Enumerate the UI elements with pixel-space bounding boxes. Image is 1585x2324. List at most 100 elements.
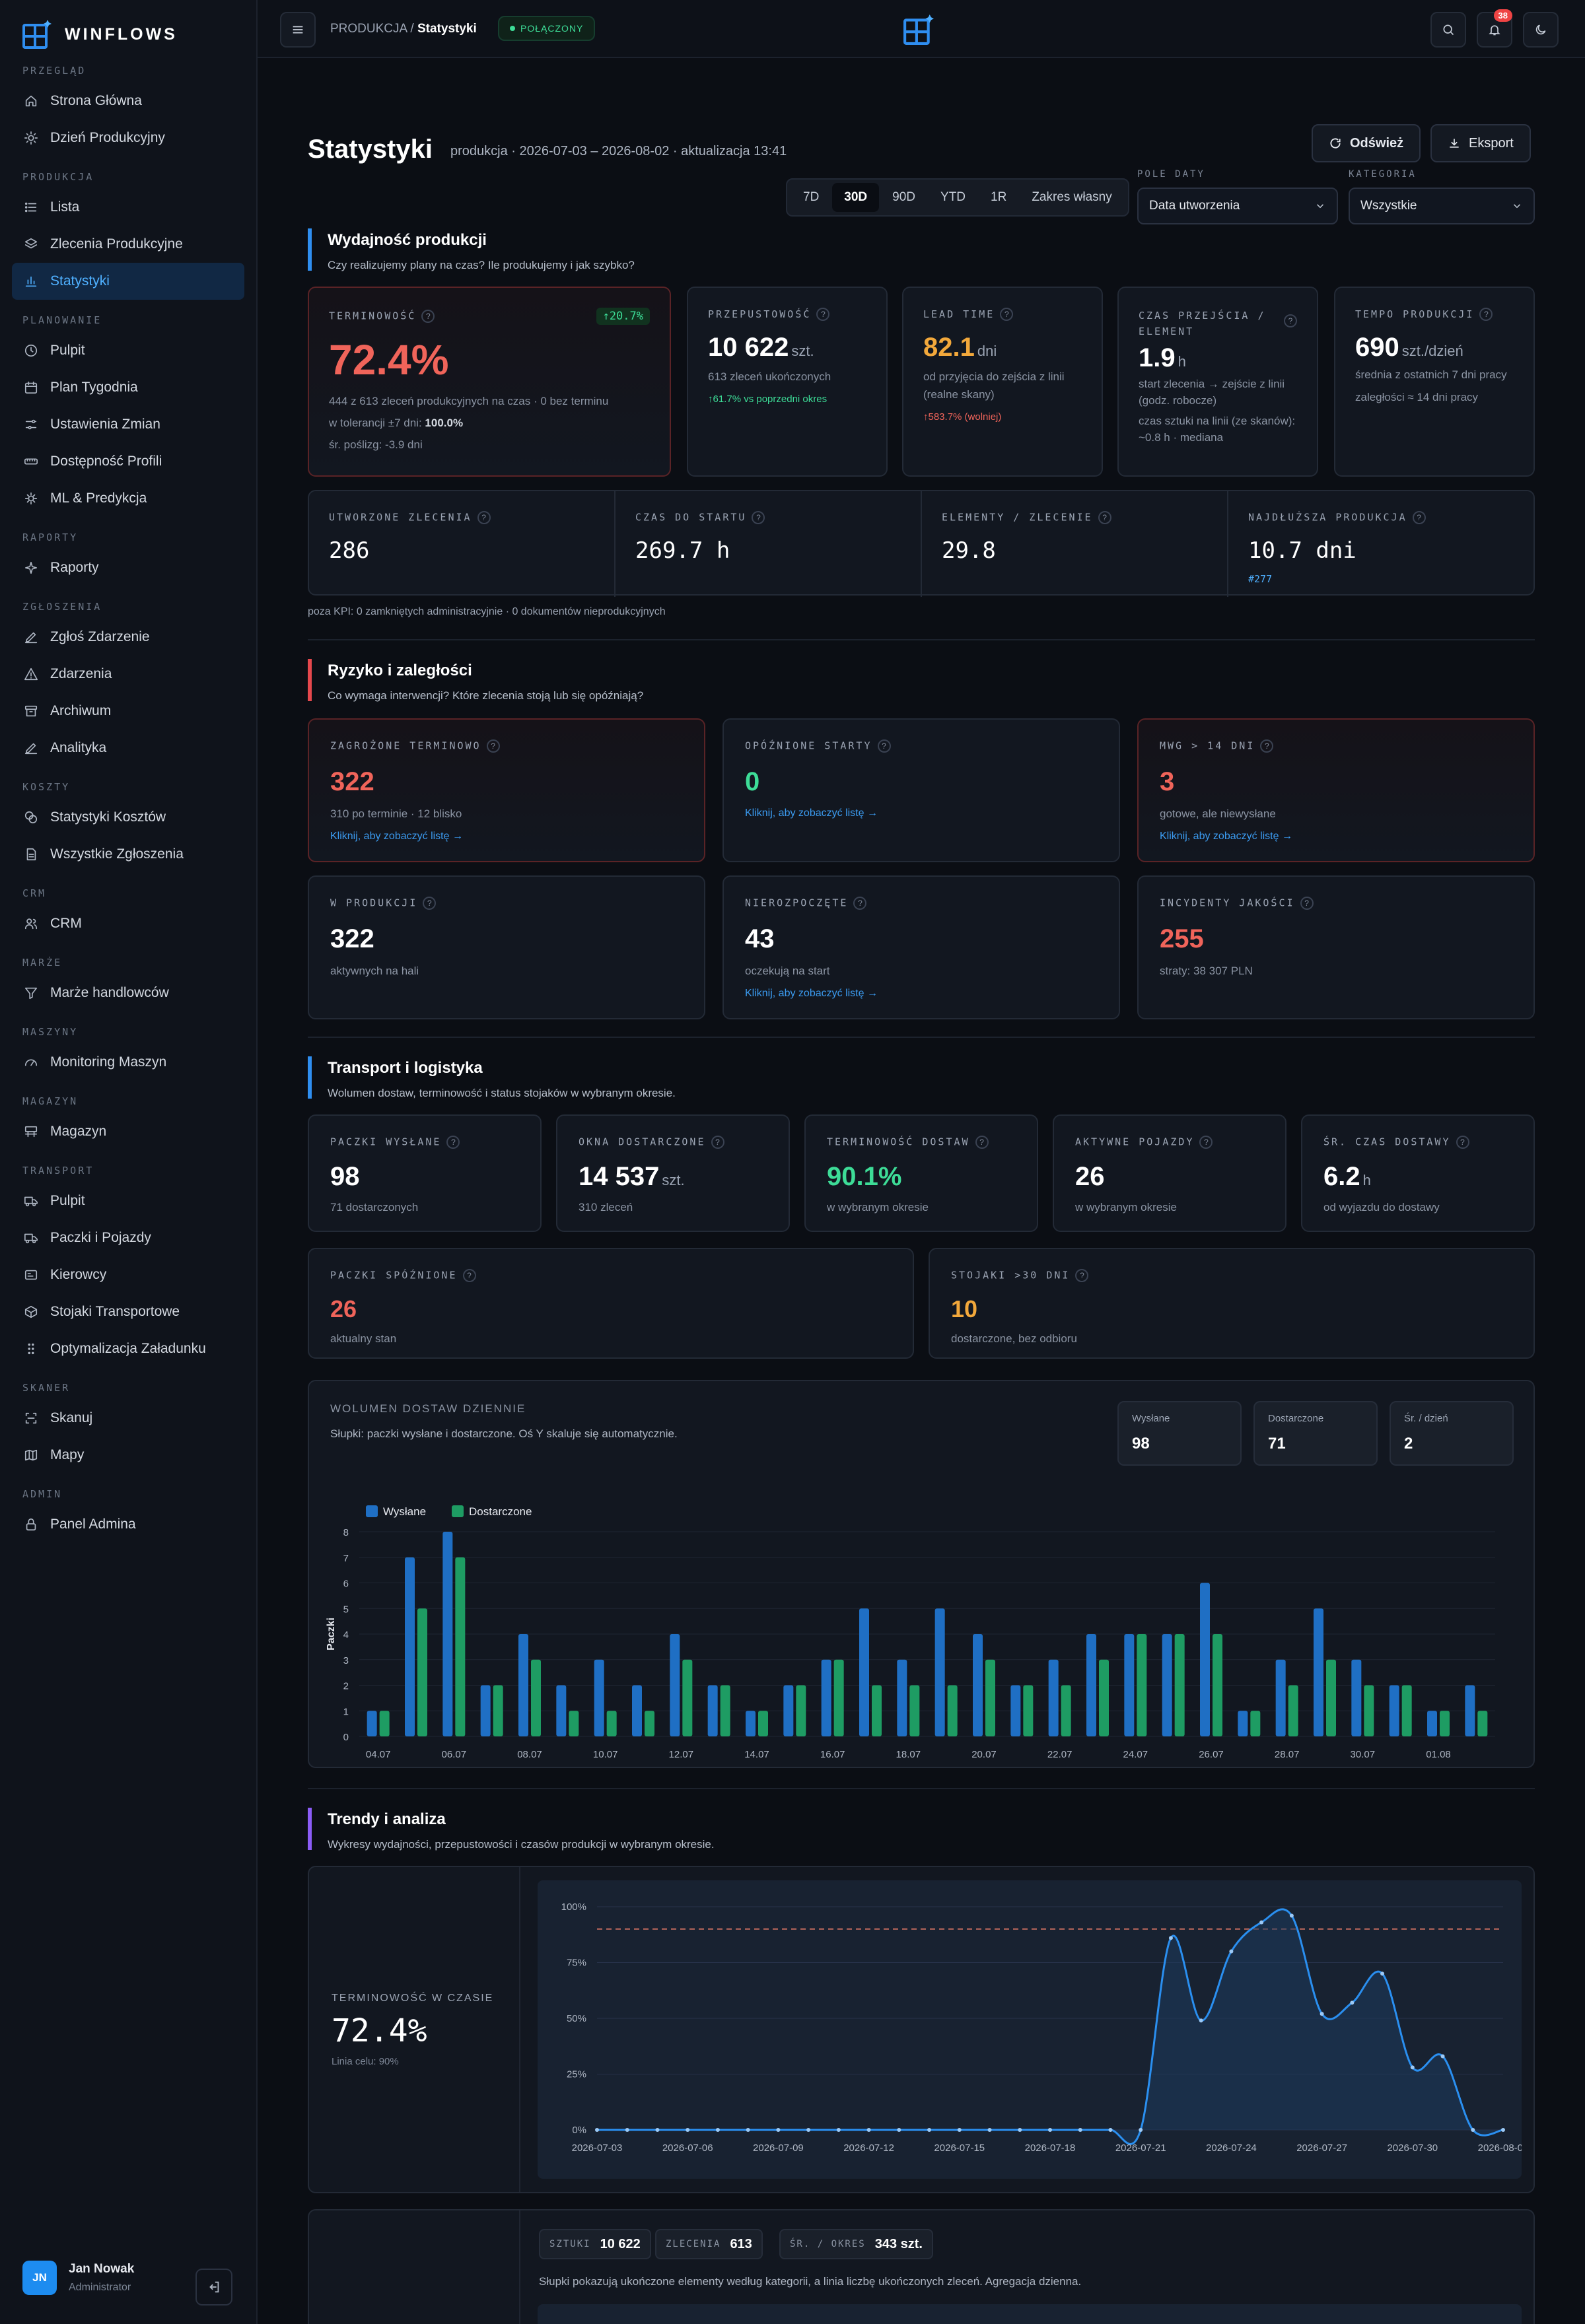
sidebar-item-statystyki[interactable]: Statystyki [12,263,244,300]
sidebar-item-paczki-i-pojazdy[interactable]: Paczki i Pojazdy [12,1219,244,1256]
date-field-select[interactable]: Data utworzenia [1137,188,1338,224]
sidebar-item-zgłoś-zdarzenie[interactable]: Zgłoś Zdarzenie [12,619,244,656]
export-button[interactable]: Eksport [1430,124,1531,162]
sidebar-item-dostępność-profili[interactable]: Dostępność Profili [12,443,244,480]
line-point[interactable] [746,2128,750,2132]
sidebar-item-strona-główna[interactable]: Strona Główna [12,83,244,120]
bar-sent[interactable] [1086,1634,1096,1736]
view-list-link[interactable]: Kliknij, aby zobaczyć listę → [745,988,878,999]
bar-sent[interactable] [1200,1583,1210,1737]
line-point[interactable] [1380,1971,1385,1976]
kpi-link[interactable]: #277 [1248,573,1273,585]
range-option[interactable]: 90D [892,190,916,204]
help-icon[interactable]: ? [853,897,867,910]
transport-card-okna-dostarczone[interactable]: OKNA DOSTARCZONE? 14 537 szt. 310 zleceń [556,1114,790,1232]
bar-delivered[interactable] [1364,1685,1374,1737]
bar-sent[interactable] [442,1532,453,1736]
bar-sent[interactable] [934,1608,945,1736]
view-list-link[interactable]: Kliknij, aby zobaczyć listę → [1160,831,1292,842]
line-point[interactable] [625,2128,629,2132]
bar-sent[interactable] [1427,1711,1437,1736]
line-point[interactable] [866,2128,871,2132]
bar-delivered[interactable] [1023,1685,1034,1737]
help-icon[interactable]: ? [486,739,500,753]
refresh-button[interactable]: Odśwież [1312,124,1421,162]
line-point[interactable] [1440,2054,1445,2059]
help-icon[interactable]: ? [1000,308,1014,321]
bar-delivered[interactable] [1477,1711,1488,1736]
bar-delivered[interactable] [1213,1634,1222,1736]
range-option[interactable]: 30D [832,183,880,212]
bar-sent[interactable] [1275,1659,1286,1736]
view-list-link[interactable]: Kliknij, aby zobaczyć listę → [745,807,878,819]
help-icon[interactable]: ? [975,1136,989,1149]
line-point[interactable] [1259,1920,1264,1925]
theme-toggle-button[interactable] [1523,12,1559,48]
bar-sent[interactable] [518,1634,528,1736]
bar-delivered[interactable] [947,1685,958,1737]
range-option[interactable]: 7D [803,190,820,204]
help-icon[interactable]: ? [1300,897,1314,910]
line-point[interactable] [686,2128,690,2132]
bar-sent[interactable] [1465,1685,1475,1737]
line-point[interactable] [1199,2018,1203,2023]
range-option[interactable]: 1R [991,190,1007,204]
line-point[interactable] [1108,2128,1113,2132]
bar-delivered[interactable] [645,1711,654,1736]
kpi-strip-cell[interactable]: UTWORZONE ZLECENIA? 286 [309,491,616,597]
bar-delivered[interactable] [606,1711,617,1736]
line-point[interactable] [595,2128,599,2132]
line-point[interactable] [987,2128,992,2132]
transport-card-terminowo-dostaw[interactable]: TERMINOWOŚĆ DOSTAW? 90.1% w wybranym okres… [804,1114,1038,1232]
sidebar-item-panel-admina[interactable]: Panel Admina [12,1506,244,1543]
line-point[interactable] [655,2128,660,2132]
bar-sent[interactable] [746,1711,756,1736]
menu-toggle-button[interactable] [280,12,316,48]
sidebar-item-marże-handlowców[interactable]: Marże handlowców [12,974,244,1011]
help-icon[interactable]: ? [711,1136,724,1149]
bar-delivered[interactable] [909,1685,920,1737]
bar-delivered[interactable] [682,1659,693,1736]
notifications-button[interactable]: 38 [1477,9,1512,48]
kpi-transit-card[interactable]: CZAS PRZEJŚCIA / ELEMENT? 1.9 h start zle… [1117,287,1318,477]
sidebar-item-mapy[interactable]: Mapy [12,1437,244,1474]
help-icon[interactable]: ? [752,511,765,524]
bar-sent[interactable] [632,1685,642,1737]
bar-delivered[interactable] [1137,1634,1147,1736]
search-button[interactable] [1430,12,1466,48]
transport-card-paczki-wys-ane[interactable]: PACZKI WYSŁANE? 98 71 dostarczonych [308,1114,542,1232]
line-point[interactable] [1229,1949,1234,1954]
bar-sent[interactable] [1389,1685,1399,1737]
transport-card-stojaki-30-dni[interactable]: STOJAKI >30 DNI? 10 dostarczone, bez odbio… [929,1248,1535,1359]
category-select[interactable]: Wszystkie [1349,188,1535,224]
help-icon[interactable]: ? [1284,314,1297,327]
bar-delivered[interactable] [493,1685,503,1737]
help-icon[interactable]: ? [1456,1136,1469,1149]
transport-card-paczki-sp-nione[interactable]: PACZKI SPÓŹNIONE? 26 aktualny stan [308,1248,914,1359]
bar-delivered[interactable] [985,1659,995,1736]
bar-delivered[interactable] [1250,1711,1261,1736]
help-icon[interactable]: ? [816,308,830,321]
line-point[interactable] [1320,2012,1324,2016]
bar-sent[interactable] [1314,1608,1323,1736]
bar-sent[interactable] [859,1608,869,1736]
line-point[interactable] [1139,2128,1143,2132]
help-icon[interactable]: ? [1260,739,1274,753]
view-list-link[interactable]: Kliknij, aby zobaczyć listę → [330,831,463,842]
sidebar-item-optymalizacja-załadunku[interactable]: Optymalizacja Załadunku [12,1330,244,1367]
sidebar-item-ustawienia-zmian[interactable]: Ustawienia Zmian [12,406,244,443]
bar-delivered[interactable] [569,1711,579,1736]
sidebar-item-zdarzenia[interactable]: Zdarzenia [12,656,244,693]
line-point[interactable] [715,2128,720,2132]
bar-sent[interactable] [480,1685,491,1737]
help-icon[interactable]: ? [462,1269,476,1282]
bar-delivered[interactable] [455,1557,466,1736]
sidebar-item-kierowcy[interactable]: Kierowcy [12,1256,244,1293]
bar-sent[interactable] [1162,1634,1172,1736]
sidebar-item-raporty[interactable]: Raporty [12,549,244,586]
line-point[interactable] [776,2128,781,2132]
help-icon[interactable]: ? [1098,511,1111,524]
risk-card-nierozpocz-te[interactable]: NIEROZPOCZĘTE? 43 oczekują na start Kliknij… [722,875,1120,1019]
line-point[interactable] [1048,2128,1052,2132]
help-icon[interactable]: ? [477,511,491,524]
